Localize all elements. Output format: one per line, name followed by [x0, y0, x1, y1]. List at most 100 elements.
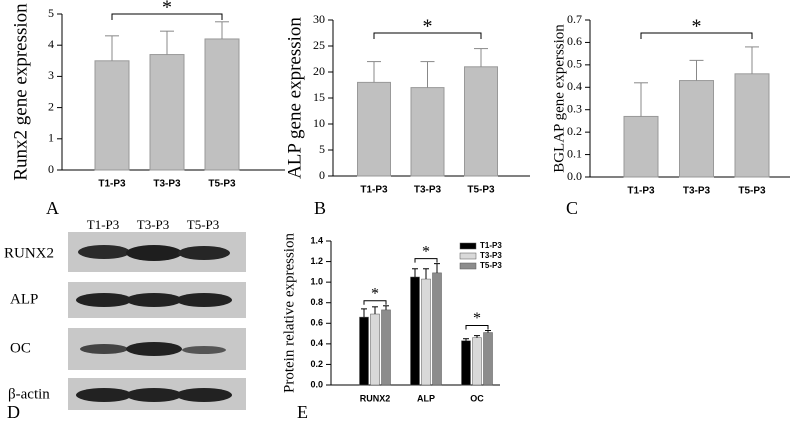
bar: [734, 73, 770, 178]
x-tick-label: RUNX2: [360, 393, 391, 403]
y-tick-label: 10: [313, 116, 325, 130]
x-tick-label: T5-P3: [208, 179, 236, 190]
y-tick-label: 4: [48, 37, 54, 51]
significance-bracket: [465, 324, 489, 330]
legend-swatch: [459, 252, 477, 260]
bar: [679, 80, 714, 178]
y-tick-label: 0: [48, 162, 54, 176]
blot-band: [78, 245, 130, 259]
bar: [359, 316, 369, 386]
x-tick-label: T1-P3: [627, 186, 655, 197]
bar: [370, 313, 380, 386]
y-tick-label: 0: [319, 168, 325, 182]
x-tick-label: T3-P3: [414, 185, 442, 196]
bar: [357, 81, 391, 177]
y-tick-label: 0.2: [310, 359, 323, 369]
y-tick-label: 5: [48, 6, 54, 20]
blot-band: [178, 246, 230, 260]
y-tick-label: 1: [48, 131, 54, 145]
y-tick-label: 1.0: [310, 277, 323, 287]
blot-column-label: T1-P3: [87, 217, 120, 232]
bar: [410, 87, 445, 177]
y-tick-label: 0.1: [567, 146, 582, 160]
blot-row-label: OC: [10, 340, 31, 356]
legend-swatch: [459, 262, 477, 270]
y-tick-label: 0.3: [567, 101, 582, 115]
blot-band: [80, 344, 128, 354]
blot-band: [126, 342, 182, 356]
significance-label: *: [692, 16, 702, 38]
x-tick-label: T3-P3: [683, 186, 711, 197]
x-tick-label: OC: [470, 393, 484, 403]
bar: [623, 115, 659, 178]
significance-bracket: [640, 32, 753, 39]
blot-band: [176, 388, 232, 402]
y-tick-label: 0.8: [310, 297, 323, 307]
blot-row-label: RUNX2: [4, 245, 54, 261]
significance-label: *: [422, 243, 430, 260]
bar: [421, 278, 431, 386]
y-tick-label: 25: [313, 38, 325, 52]
x-tick-label: T3-P3: [153, 179, 181, 190]
blot-band: [126, 293, 182, 307]
y-tick-label: 2: [48, 99, 54, 113]
y-tick-label: 0.0: [310, 379, 323, 389]
bar: [483, 332, 493, 386]
y-tick-label: 1.4: [310, 235, 323, 245]
legend-label: T5-P3: [480, 261, 502, 270]
blot-band: [182, 346, 226, 354]
legend-swatch: [459, 242, 477, 250]
bar: [94, 60, 130, 171]
y-tick-label: 0.6: [567, 34, 582, 48]
blot-row-label: ALP: [10, 291, 38, 307]
x-tick-label: ALP: [417, 393, 435, 403]
y-axis-label: ALP gene expression: [284, 17, 305, 179]
blot-band: [76, 293, 132, 307]
y-tick-label: 0.0: [567, 169, 582, 183]
bar: [410, 276, 420, 386]
significance-bracket: [414, 258, 438, 263]
significance-bracket: [111, 13, 223, 20]
y-tick-label: 0.7: [567, 12, 582, 26]
y-axis-label: Runx2 gene expression: [10, 3, 31, 181]
panel-label: B: [314, 198, 326, 218]
significance-label: *: [371, 285, 379, 302]
legend-label: T1-P3: [480, 241, 502, 250]
bar: [464, 66, 498, 177]
y-tick-label: 5: [319, 142, 325, 156]
y-tick-label: 0.4: [567, 79, 582, 93]
y-tick-label: 0.4: [310, 338, 323, 348]
blot-column-label: T3-P3: [137, 217, 170, 232]
significance-label: *: [162, 0, 172, 19]
bar: [381, 309, 391, 386]
x-tick-label: T1-P3: [98, 179, 126, 190]
y-tick-label: 15: [313, 90, 325, 104]
y-tick-label: 20: [313, 64, 325, 78]
blot-band: [126, 388, 182, 402]
bar: [472, 337, 482, 386]
panel-label: A: [46, 198, 59, 218]
y-tick-label: 0.2: [567, 124, 582, 138]
bar: [432, 272, 442, 386]
blot-band: [76, 388, 132, 402]
panel-label: C: [566, 198, 578, 218]
bar: [461, 340, 471, 386]
blot-row-label: β-actin: [8, 386, 50, 402]
western-blot: T1-P3 T3-P3 T5-P3 RUNX2 ALP OC β-actin D: [4, 217, 246, 422]
panel-label: D: [7, 402, 20, 422]
legend-label: T3-P3: [480, 251, 502, 260]
x-tick-label: T5-P3: [738, 186, 766, 197]
x-tick-label: T5-P3: [467, 185, 495, 196]
panel-label: E: [297, 402, 308, 422]
y-tick-label: 1.2: [310, 256, 323, 266]
y-tick-label: 30: [313, 12, 325, 26]
blot-band: [176, 293, 232, 307]
blot-column-label: T5-P3: [187, 217, 220, 232]
y-tick-label: 0.5: [567, 57, 582, 71]
significance-label: *: [473, 310, 481, 327]
y-tick-label: 3: [48, 68, 54, 82]
y-tick-label: 0.6: [310, 318, 323, 328]
bar: [149, 54, 185, 171]
bar: [204, 38, 240, 171]
